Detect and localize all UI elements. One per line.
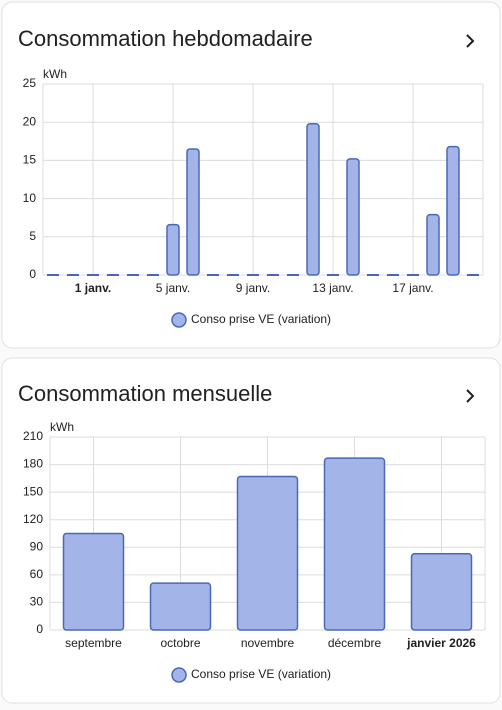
legend-label: Conso prise VE (variation) [191,667,331,681]
bar [149,582,212,631]
y-tick-label: 15 [23,153,37,167]
bar [186,148,200,276]
chevron[interactable] [466,34,475,48]
x-tick-label: septembre [65,636,122,650]
y-tick-label: 25 [23,76,37,90]
y-tick-label: 0 [29,267,36,281]
y-tick-label: 5 [29,229,36,243]
y-unit: kWh [43,67,67,81]
y-tick-label: 20 [23,114,37,128]
y-tick-label: 60 [30,567,44,581]
y-tick-label: 180 [23,457,43,471]
y-unit: kWh [50,420,74,434]
bar [426,213,440,276]
chevron[interactable] [466,389,475,403]
legend-marker [171,312,187,328]
bar [306,122,320,276]
x-tick-label: novembre [241,636,295,650]
card-title: Consommation mensuelle [18,381,272,406]
card-title: Consommation hebdomadaire [18,26,313,51]
bar [166,223,180,276]
y-tick-label: 210 [23,429,43,443]
x-tick-label: décembre [328,636,382,650]
y-tick-label: 120 [23,512,43,526]
bar [323,457,386,631]
x-tick-label: 13 janv. [312,281,353,295]
bar [410,552,473,631]
x-tick-label: 9 janv. [236,281,270,295]
x-tick-label: octobre [160,636,200,650]
y-tick-label: 30 [30,595,44,609]
x-tick-label: janvier 2026 [406,636,476,650]
legend-marker [171,667,187,683]
y-tick-label: 150 [23,484,43,498]
y-tick-label: 10 [23,191,37,205]
x-tick-label: 1 janv. [75,281,111,295]
bar [236,475,299,631]
bar [62,532,125,631]
bar [346,158,360,276]
y-tick-label: 0 [36,622,43,636]
card [1,1,501,349]
y-tick-label: 90 [30,539,44,553]
bar [446,145,460,276]
x-tick-label: 5 janv. [156,281,190,295]
legend-label: Conso prise VE (variation) [191,312,331,326]
x-tick-label: 17 janv. [392,281,433,295]
